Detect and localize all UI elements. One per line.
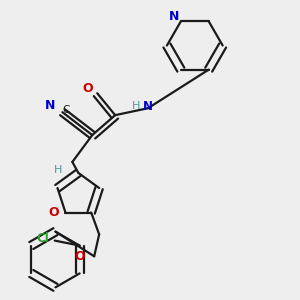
Text: N: N <box>169 10 179 23</box>
Text: N: N <box>45 99 56 112</box>
Text: Cl: Cl <box>36 232 49 245</box>
Text: O: O <box>82 82 93 95</box>
Text: H: H <box>54 165 63 175</box>
Text: C: C <box>62 105 70 115</box>
Text: O: O <box>48 206 59 219</box>
Text: N: N <box>143 100 153 113</box>
Text: O: O <box>74 250 85 263</box>
Text: H: H <box>132 101 140 111</box>
